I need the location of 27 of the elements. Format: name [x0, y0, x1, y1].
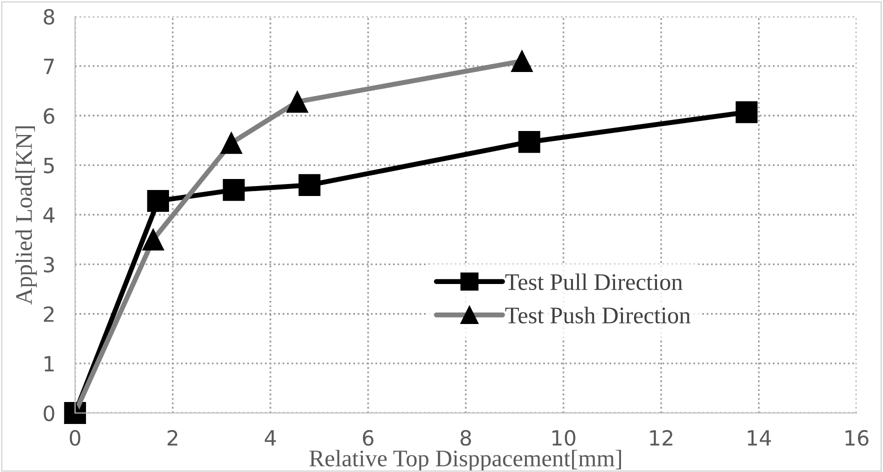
y-tick-label: 6 — [44, 108, 54, 124]
y-axis-title: Applied Load[KN] — [15, 126, 37, 305]
x-axis-title: Relative Top Disppacement[mm] — [309, 450, 622, 472]
legend-label: Test Pull Direction — [505, 273, 683, 290]
y-tick-label: 8 — [44, 8, 54, 25]
x-tick-label: 0 — [70, 430, 80, 446]
x-tick-label: 6 — [362, 430, 374, 446]
point — [298, 174, 320, 196]
x-tick-label: 2 — [168, 430, 178, 446]
y-tick-label: 1 — [44, 356, 54, 372]
x-tick-label: 14 — [748, 430, 771, 446]
x-tick-label: 4 — [264, 430, 276, 446]
y-tick-label: 0 — [44, 405, 54, 422]
y-tick-label: 3 — [44, 256, 54, 273]
point — [147, 190, 170, 212]
x-tick-label: 10 — [552, 430, 576, 446]
legend-label: Test Push Direction — [505, 306, 690, 324]
x-tick-label: 8 — [460, 430, 471, 446]
point — [518, 130, 540, 153]
point — [222, 179, 245, 201]
y-tick-label: 2 — [44, 306, 54, 322]
y-tick-label: 4 — [43, 207, 54, 223]
x-tick-label: 12 — [650, 430, 672, 446]
y-tick-label: 7 — [44, 58, 54, 74]
x-tick-label: 16 — [846, 430, 868, 446]
y-tick-label: 5 — [44, 158, 54, 174]
point — [736, 101, 758, 124]
